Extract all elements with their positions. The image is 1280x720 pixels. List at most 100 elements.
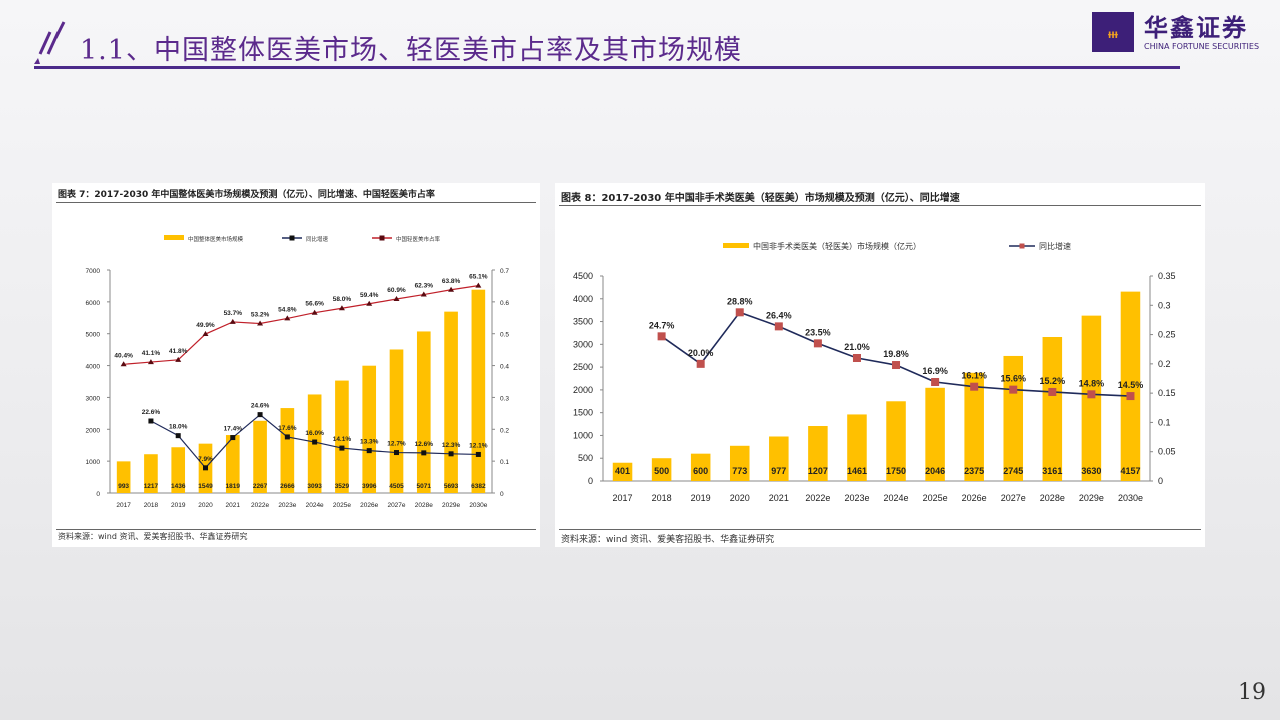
- company-logo-mark: ᵻᵻᵻ: [1092, 12, 1134, 52]
- chart1-svg: 0 1000 2000 3000 4000 5000 6000 7000 0 0.1 0.2 0.3 0…: [86, 235, 509, 509]
- line-marker: [1126, 392, 1135, 401]
- chart2-source-rule: [559, 529, 1201, 530]
- line-marker: [394, 450, 399, 456]
- legend-marker: [1019, 243, 1025, 249]
- line-value-label: 58.0%: [333, 296, 352, 303]
- line-marker: [657, 332, 666, 341]
- x-tick-label: 2027e: [387, 502, 405, 509]
- left-tick-label: 0: [588, 476, 593, 486]
- left-tick-label: 2000: [573, 385, 593, 395]
- line-value-label: 53.2%: [251, 312, 270, 319]
- left-tick-label: 7000: [86, 268, 101, 275]
- line-value-label: 63.8%: [442, 278, 461, 285]
- page-title: 1.1、中国整体医美市场、轻医美市占率及其市场规模: [80, 35, 742, 66]
- bar: [416, 331, 431, 493]
- left-tick-label: 6000: [86, 300, 101, 307]
- x-tick-label: 2029e: [1079, 493, 1104, 503]
- x-tick-label: 2018: [144, 502, 159, 509]
- bar-value-label: 773: [732, 466, 747, 476]
- x-tick-label: 2026e: [360, 502, 378, 509]
- bar: [651, 458, 672, 481]
- left-tick-label: 5000: [86, 332, 101, 339]
- legend-label: 中国非手术类医美（轻医美）市场规模（亿元）: [753, 241, 921, 251]
- line-marker: [366, 300, 373, 306]
- left-tick-label: 2500: [573, 362, 593, 372]
- bar-value-label: 2267: [253, 483, 268, 490]
- x-tick-label: 2024e: [306, 502, 324, 509]
- bar: [1003, 355, 1024, 481]
- bar: [280, 408, 295, 493]
- bar: [116, 461, 131, 493]
- x-tick-label: 2019: [691, 493, 711, 503]
- right-tick-label: 0.2: [500, 427, 509, 434]
- line-value-label: 17.4%: [224, 426, 243, 433]
- left-tick-label: 3000: [86, 395, 101, 402]
- bar-value-label: 2745: [1003, 466, 1023, 476]
- bar-value-label: 1750: [886, 466, 906, 476]
- bar: [612, 462, 633, 481]
- line-value-label: 23.5%: [805, 327, 831, 337]
- x-tick-label: 2023e: [844, 493, 869, 503]
- right-tick-label: 0.05: [1158, 447, 1176, 457]
- x-tick-label: 2028e: [415, 502, 433, 509]
- line-value-label: 24.7%: [649, 320, 675, 330]
- bar-value-label: 3161: [1042, 466, 1062, 476]
- line-marker: [475, 451, 481, 457]
- bar-value-label: 5693: [444, 483, 459, 490]
- line-marker: [339, 445, 345, 451]
- right-tick-label: 0.1: [1158, 417, 1171, 427]
- left-tick-label: 1500: [573, 408, 593, 418]
- line-value-label: 17.6%: [278, 425, 297, 432]
- line-marker: [202, 331, 209, 337]
- x-tick-label: 2017: [613, 493, 633, 503]
- bar: [444, 311, 458, 493]
- line-value-label: 14.5%: [1118, 380, 1144, 390]
- x-tick-label: 2023e: [278, 502, 296, 509]
- left-tick-label: 1000: [573, 430, 593, 440]
- line-marker: [257, 412, 263, 418]
- bar: [964, 372, 984, 481]
- line-value-label: 21.0%: [844, 342, 870, 352]
- line-value-label: 14.8%: [1079, 378, 1105, 388]
- line-marker: [421, 450, 427, 456]
- line-marker: [852, 354, 861, 362]
- x-tick-label: 2021: [769, 493, 789, 503]
- line-value-label: 22.6%: [142, 409, 161, 416]
- bar-value-label: 4505: [389, 483, 404, 490]
- line-marker: [892, 361, 901, 370]
- x-tick-label: 2025e: [923, 493, 948, 503]
- x-tick-label: 2030e: [1118, 493, 1143, 503]
- bar-value-label: 3996: [362, 483, 377, 490]
- line-marker: [448, 286, 455, 292]
- line-marker: [175, 356, 182, 362]
- line-marker: [1048, 387, 1057, 396]
- line-value-label: 16.0%: [305, 430, 324, 437]
- line-value-label: 15.6%: [1000, 374, 1026, 384]
- line-marker: [735, 308, 744, 317]
- line-marker: [970, 382, 979, 391]
- line-value-label: 53.7%: [224, 310, 243, 317]
- right-tick-label: 0.25: [1158, 330, 1176, 340]
- line-marker: [420, 291, 427, 297]
- legend-swatch: [164, 235, 184, 240]
- left-tick-label: 4000: [86, 364, 101, 371]
- x-tick-label: 2022e: [805, 493, 830, 503]
- line-value-label: 24.6%: [251, 403, 270, 410]
- line-value-label: 28.8%: [727, 296, 753, 306]
- chart1-caption: 图表 7：2017-2030 年中国整体医美市场规模及预测（亿元）、同比增速、中…: [58, 190, 435, 200]
- line-value-label: 16.1%: [961, 371, 987, 381]
- legend-marker: [289, 235, 295, 241]
- line-marker: [448, 451, 454, 457]
- left-tick-label: 1000: [86, 459, 101, 466]
- pen-icon: [34, 21, 66, 64]
- line-marker: [1009, 385, 1018, 394]
- x-tick-label: 2027e: [1001, 493, 1026, 503]
- bar: [389, 349, 404, 493]
- right-tick-label: 0.6: [500, 300, 509, 307]
- bar: [144, 454, 158, 493]
- bar: [1120, 291, 1141, 481]
- line-marker: [1087, 390, 1096, 399]
- bar-value-label: 2375: [964, 466, 984, 476]
- bar-value-label: 3093: [307, 483, 322, 490]
- line-value-label: 18.0%: [169, 424, 188, 431]
